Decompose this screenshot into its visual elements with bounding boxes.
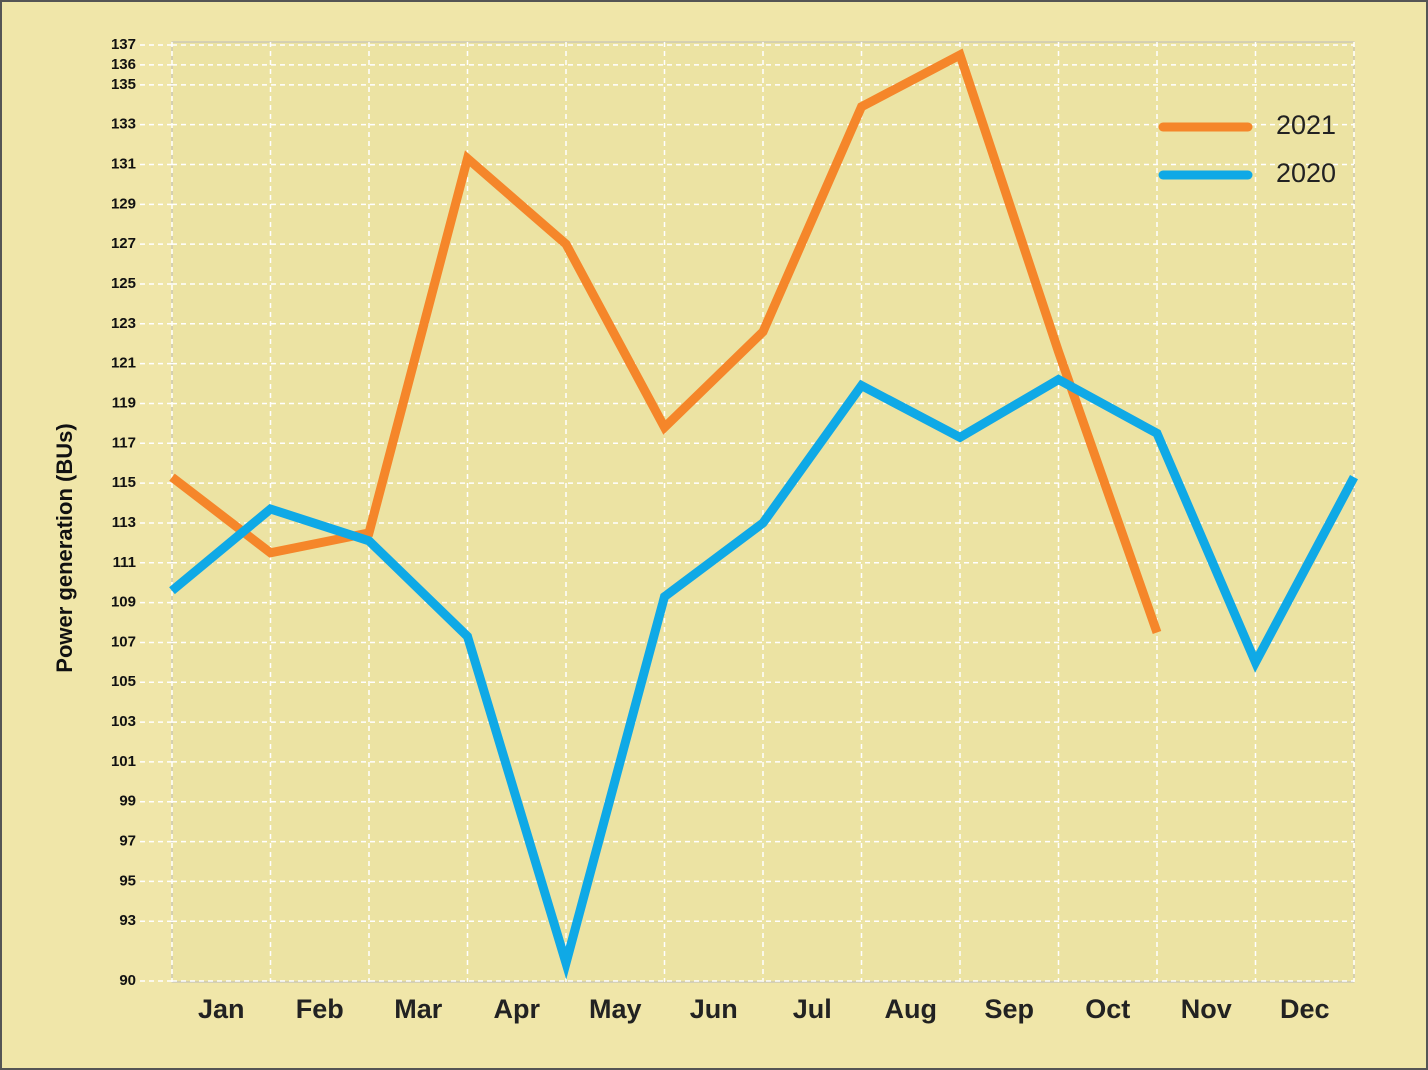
y-tick-label: 111 bbox=[113, 554, 136, 571]
y-tick-label: 107 bbox=[111, 633, 136, 650]
y-tick-label: 113 bbox=[112, 514, 136, 531]
series-line bbox=[169, 48, 1162, 634]
y-axis-label: Power generation (BUs) bbox=[52, 423, 77, 672]
y-tick-label: 101 bbox=[111, 753, 136, 770]
x-tick-label: Mar bbox=[394, 994, 443, 1024]
y-tick-label: 133 bbox=[111, 116, 136, 133]
y-tick-label: 129 bbox=[111, 195, 136, 212]
x-tick-label: Dec bbox=[1280, 994, 1330, 1024]
y-tick-label: 137 bbox=[111, 36, 136, 53]
x-tick-label: May bbox=[589, 994, 642, 1024]
y-tick-label: 109 bbox=[111, 594, 136, 611]
x-tick-label: Jul bbox=[793, 994, 832, 1024]
x-tick-label: Jun bbox=[690, 994, 738, 1024]
y-tick-label: 136 bbox=[111, 56, 136, 73]
series-line bbox=[169, 374, 1358, 980]
x-tick-label: Jan bbox=[198, 994, 245, 1024]
y-tick-label: 119 bbox=[112, 394, 136, 411]
y-tick-label: 99 bbox=[119, 793, 136, 810]
x-tick-label: Nov bbox=[1181, 994, 1232, 1024]
y-tick-label: 93 bbox=[119, 912, 136, 929]
y-tick-label: 117 bbox=[112, 434, 136, 451]
y-tick-label: 105 bbox=[111, 673, 136, 690]
x-tick-label: Aug bbox=[885, 994, 937, 1024]
legend-label: 2021 bbox=[1276, 110, 1336, 140]
y-tick-label: 95 bbox=[119, 872, 136, 889]
y-tick-label: 97 bbox=[119, 833, 136, 850]
y-tick-label: 125 bbox=[111, 275, 136, 292]
y-tick-label: 135 bbox=[111, 76, 136, 93]
y-tick-label: 115 bbox=[112, 474, 136, 491]
x-tick-label: Oct bbox=[1085, 994, 1130, 1024]
y-tick-label: 103 bbox=[111, 713, 136, 730]
legend-label: 2020 bbox=[1276, 158, 1336, 188]
x-tick-label: Sep bbox=[984, 994, 1034, 1024]
x-tick-label: Apr bbox=[494, 994, 541, 1024]
y-tick-label: 127 bbox=[111, 235, 136, 252]
x-tick-label: Feb bbox=[296, 994, 344, 1024]
y-tick-label: 131 bbox=[111, 155, 136, 172]
y-tick-label: 121 bbox=[111, 355, 136, 372]
y-tick-label: 123 bbox=[111, 315, 136, 332]
y-tick-label: 90 bbox=[119, 972, 136, 989]
